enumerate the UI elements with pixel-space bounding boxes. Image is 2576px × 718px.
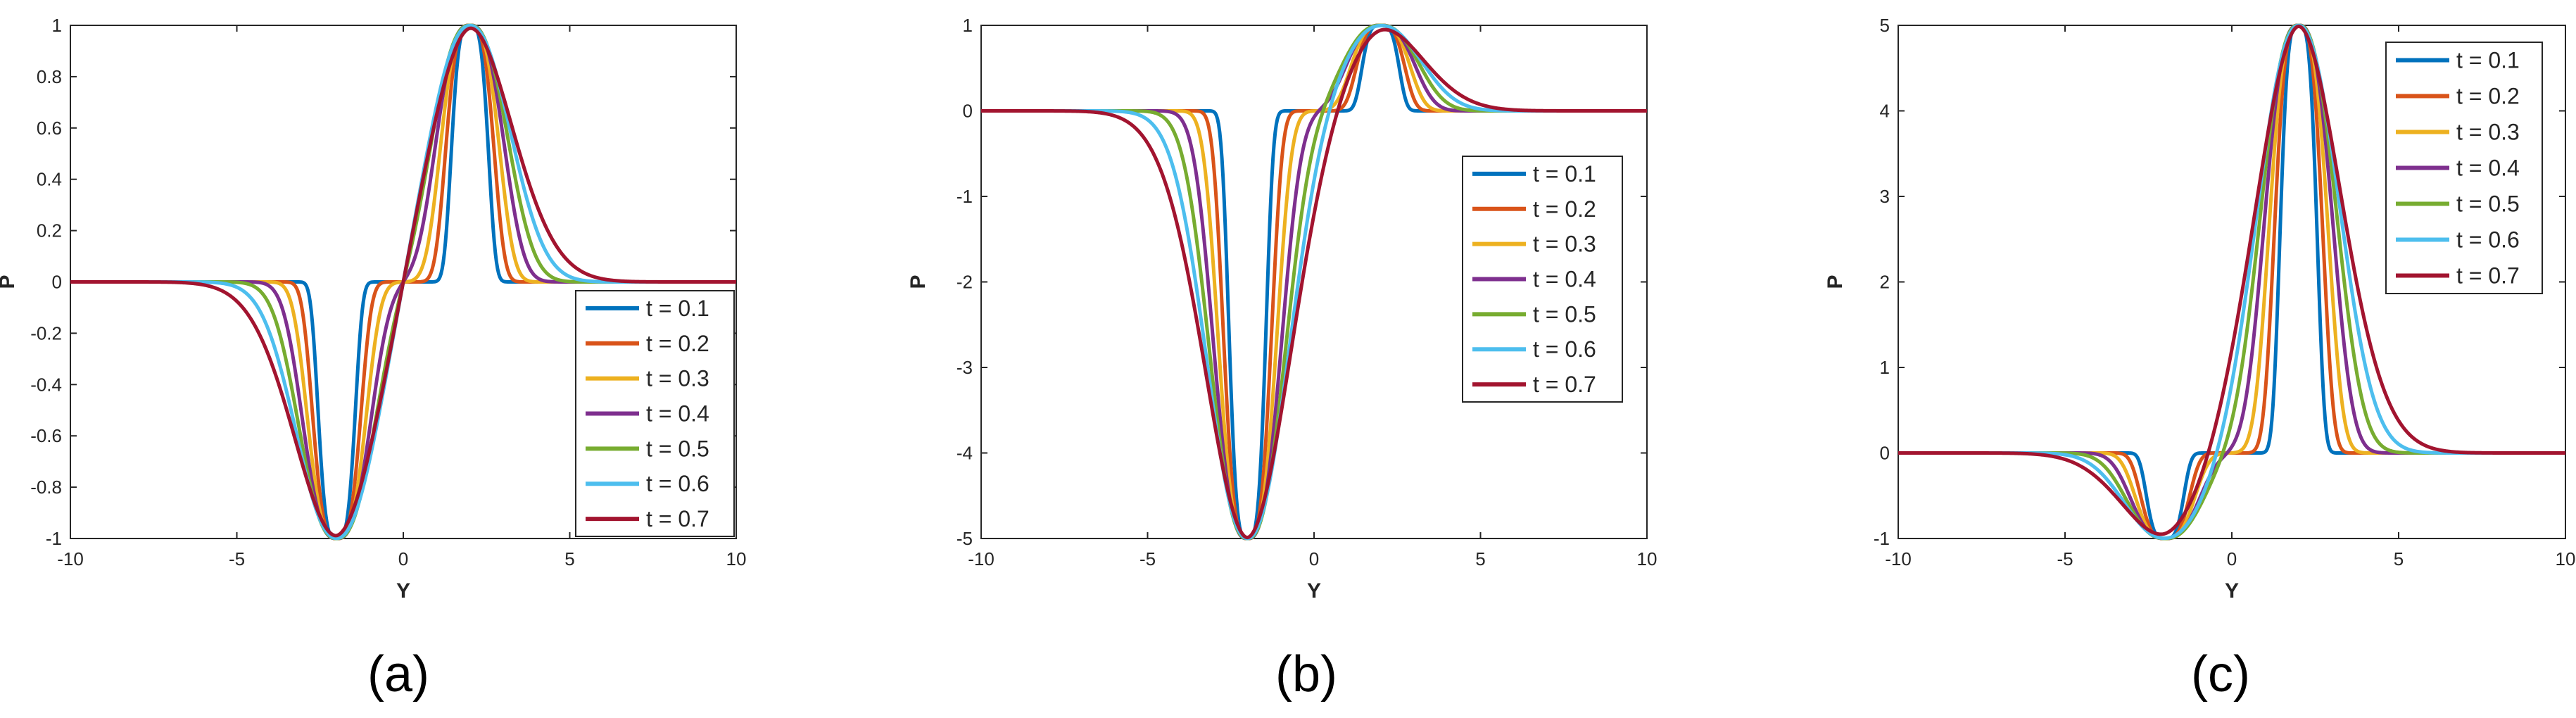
x-axis-label-c: Y [2225, 579, 2239, 603]
x-tick-label-c: -10 [1885, 548, 1912, 569]
y-tick-label-c: 4 [1880, 101, 1890, 122]
y-tick-label-a: -0.4 [30, 374, 62, 395]
x-tick-label-c: 10 [2556, 548, 2576, 569]
caption-a: (a) [367, 646, 429, 703]
legend-label-a-6: t = 0.6 [646, 471, 709, 496]
y-tick-label-a: 0.2 [37, 220, 62, 241]
x-tick-label-c: 5 [2394, 548, 2404, 569]
legend-label-c-2: t = 0.2 [2456, 84, 2520, 109]
legend-label-b-1: t = 0.1 [1533, 161, 1596, 187]
caption-b: (b) [1275, 646, 1337, 703]
legend-label-a-5: t = 0.5 [646, 436, 709, 461]
y-axis-label-a: P [0, 275, 19, 289]
legend-label-b-4: t = 0.4 [1533, 267, 1596, 292]
y-tick-label-c: 3 [1880, 186, 1890, 207]
legend-label-b-6: t = 0.6 [1533, 336, 1596, 362]
legend-label-b-2: t = 0.2 [1533, 196, 1596, 222]
y-tick-label-c: 5 [1880, 15, 1890, 36]
y-tick-label-a: 1 [52, 15, 62, 36]
x-tick-label-a: 0 [398, 548, 408, 569]
legend-label-a-2: t = 0.2 [646, 331, 709, 356]
y-tick-label-b: 1 [963, 15, 973, 36]
series-line-a-7 [70, 26, 737, 538]
y-tick-label-a: 0 [52, 272, 62, 293]
y-tick-label-a: -0.8 [30, 477, 62, 498]
x-axis-label-a: Y [396, 579, 410, 603]
x-tick-label-c: -5 [2057, 548, 2073, 569]
x-tick-label-a: 5 [564, 548, 574, 569]
x-tick-label-c: 0 [2227, 548, 2237, 569]
y-tick-label-c: 2 [1880, 272, 1890, 293]
y-tick-label-b: 0 [963, 101, 973, 122]
x-tick-label-b: 10 [1637, 548, 1658, 569]
y-tick-label-a: 0.6 [37, 118, 62, 139]
legend-label-c-5: t = 0.5 [2456, 191, 2520, 217]
y-tick-label-a: -1 [46, 528, 62, 549]
x-tick-label-b: -5 [1139, 548, 1156, 569]
y-tick-label-c: 0 [1880, 443, 1890, 464]
legend-label-c-3: t = 0.3 [2456, 120, 2520, 145]
legend-label-c-7: t = 0.7 [2456, 263, 2520, 289]
legend-label-b-7: t = 0.7 [1533, 372, 1596, 397]
y-tick-label-a: -0.6 [30, 425, 62, 446]
y-tick-label-c: -1 [1874, 528, 1890, 549]
y-tick-label-a: 0.8 [37, 66, 62, 87]
legend-label-a-4: t = 0.4 [646, 401, 709, 427]
x-axis-label-b: Y [1307, 579, 1321, 603]
y-tick-label-b: -4 [956, 443, 973, 464]
y-tick-label-a: 0.4 [37, 169, 62, 190]
legend-label-c-6: t = 0.6 [2456, 227, 2520, 253]
x-tick-label-b: 0 [1309, 548, 1319, 569]
series-line-b-7 [980, 27, 1648, 540]
legend-label-c-4: t = 0.4 [2456, 156, 2520, 181]
x-tick-label-b: 5 [1475, 548, 1485, 569]
y-tick-label-b: -1 [956, 186, 973, 207]
y-axis-label-b: P [907, 275, 930, 289]
series-line-c-7 [1898, 24, 2566, 536]
y-tick-label-c: 1 [1880, 357, 1890, 378]
x-tick-label-b: -10 [968, 548, 995, 569]
y-tick-label-b: -3 [956, 357, 973, 378]
y-tick-label-b: -5 [956, 528, 973, 549]
x-tick-label-a: -5 [229, 548, 245, 569]
legend-label-b-5: t = 0.5 [1533, 301, 1596, 327]
y-tick-label-a: -0.2 [30, 322, 62, 344]
legend-label-a-7: t = 0.7 [646, 506, 709, 531]
y-tick-label-b: -2 [956, 272, 973, 293]
legend-label-a-3: t = 0.3 [646, 366, 709, 391]
y-axis-label-c: P [1824, 275, 1847, 289]
legend-label-b-3: t = 0.3 [1533, 232, 1596, 257]
x-tick-label-a: -10 [57, 548, 84, 569]
legend-label-a-1: t = 0.1 [646, 296, 709, 321]
legend-label-c-1: t = 0.1 [2456, 48, 2520, 73]
chart-panel-a: -10 -5 0 5 10 -1 -0.8 -0.6 -0.4 -0.2 0 0.2 0.4 0.6 0.8… [0, 15, 746, 603]
caption-c: (c) [2191, 646, 2250, 703]
x-tick-label-a: 10 [726, 548, 747, 569]
